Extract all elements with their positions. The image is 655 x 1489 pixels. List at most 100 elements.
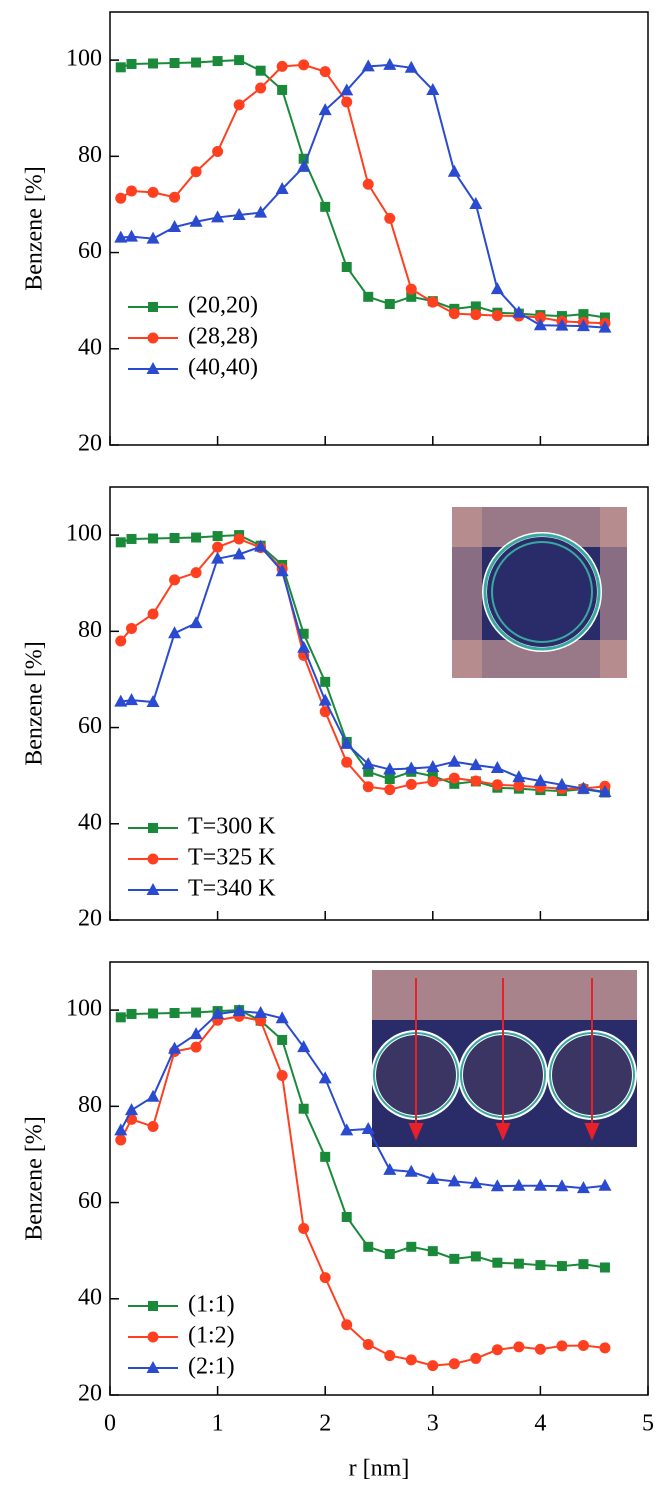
marker bbox=[211, 210, 225, 223]
marker bbox=[490, 760, 504, 773]
marker bbox=[169, 191, 181, 203]
x-tick-label: 0 bbox=[104, 1411, 116, 1437]
marker bbox=[318, 103, 332, 116]
x-tick-label: 5 bbox=[642, 1411, 654, 1437]
legend-label: (28,28) bbox=[188, 324, 258, 350]
marker bbox=[341, 1211, 352, 1222]
y-tick-label: 60 bbox=[78, 1188, 102, 1214]
marker bbox=[114, 694, 128, 707]
marker bbox=[535, 1260, 546, 1271]
marker bbox=[533, 1178, 547, 1191]
marker bbox=[556, 1340, 568, 1352]
y-tick-label: 60 bbox=[78, 238, 102, 264]
marker bbox=[599, 1262, 610, 1273]
marker bbox=[470, 775, 482, 787]
marker bbox=[146, 1089, 160, 1102]
marker bbox=[232, 1004, 246, 1017]
series-line bbox=[120, 59, 606, 319]
y-axis-label: Benzene [%] bbox=[22, 166, 48, 291]
legend-marker bbox=[147, 332, 159, 344]
inset-image bbox=[371, 970, 637, 1147]
marker bbox=[599, 312, 610, 323]
marker bbox=[363, 1241, 374, 1252]
plot-frame bbox=[109, 11, 649, 446]
marker bbox=[191, 1007, 202, 1018]
marker bbox=[276, 60, 288, 72]
y-tick-label: 80 bbox=[78, 1092, 102, 1118]
x-axis-label: r [nm] bbox=[349, 1456, 410, 1482]
marker bbox=[232, 208, 246, 221]
marker bbox=[426, 1171, 440, 1184]
y-tick-label: 100 bbox=[66, 46, 102, 72]
marker bbox=[555, 777, 569, 790]
marker bbox=[534, 1343, 546, 1355]
marker bbox=[361, 59, 375, 72]
legend-marker bbox=[148, 302, 158, 312]
marker bbox=[513, 1341, 525, 1353]
marker bbox=[211, 1006, 225, 1019]
marker bbox=[448, 1358, 460, 1370]
marker bbox=[598, 785, 612, 798]
marker bbox=[361, 757, 375, 770]
marker bbox=[169, 574, 181, 586]
y-tick-label: 20 bbox=[78, 1381, 102, 1407]
marker bbox=[255, 82, 267, 94]
y-tick-label: 40 bbox=[78, 1284, 102, 1310]
marker bbox=[576, 319, 590, 332]
marker bbox=[125, 1103, 139, 1116]
marker bbox=[447, 754, 461, 767]
marker bbox=[384, 784, 396, 796]
marker bbox=[320, 1151, 331, 1162]
marker bbox=[126, 185, 138, 197]
marker bbox=[298, 1103, 309, 1114]
marker bbox=[491, 1344, 503, 1356]
marker bbox=[168, 626, 182, 639]
legend-marker bbox=[147, 1331, 159, 1343]
marker bbox=[512, 770, 526, 783]
y-tick-label: 40 bbox=[78, 334, 102, 360]
marker bbox=[341, 1319, 353, 1331]
marker bbox=[383, 762, 397, 775]
marker bbox=[277, 84, 288, 95]
marker bbox=[341, 261, 352, 272]
marker bbox=[491, 779, 503, 791]
marker bbox=[513, 1258, 524, 1269]
marker bbox=[254, 539, 268, 552]
marker bbox=[189, 214, 203, 227]
marker bbox=[147, 1121, 159, 1133]
marker bbox=[340, 736, 354, 749]
marker bbox=[233, 533, 245, 545]
marker bbox=[449, 778, 460, 789]
marker bbox=[126, 622, 138, 634]
marker bbox=[427, 1246, 438, 1257]
marker bbox=[469, 1176, 483, 1189]
legend-label: (1:1) bbox=[188, 1292, 235, 1318]
marker bbox=[405, 778, 417, 790]
marker bbox=[319, 66, 331, 78]
x-tick-label: 4 bbox=[534, 1411, 546, 1437]
marker bbox=[147, 608, 159, 620]
marker bbox=[125, 229, 139, 242]
marker bbox=[115, 62, 126, 73]
marker bbox=[115, 1012, 126, 1023]
marker bbox=[212, 146, 224, 158]
marker bbox=[318, 1071, 332, 1084]
marker bbox=[115, 192, 127, 204]
marker bbox=[115, 635, 127, 647]
marker bbox=[126, 533, 137, 544]
marker bbox=[148, 58, 159, 69]
marker bbox=[490, 1179, 504, 1192]
marker bbox=[275, 1011, 289, 1024]
marker bbox=[275, 182, 289, 195]
marker bbox=[115, 537, 126, 548]
plot-frame bbox=[109, 961, 649, 1396]
marker bbox=[168, 1041, 182, 1054]
marker bbox=[115, 1134, 127, 1146]
marker bbox=[126, 58, 137, 69]
marker bbox=[148, 533, 159, 544]
marker bbox=[297, 159, 311, 172]
marker bbox=[599, 1342, 611, 1354]
marker bbox=[319, 706, 331, 718]
marker bbox=[576, 1181, 590, 1194]
